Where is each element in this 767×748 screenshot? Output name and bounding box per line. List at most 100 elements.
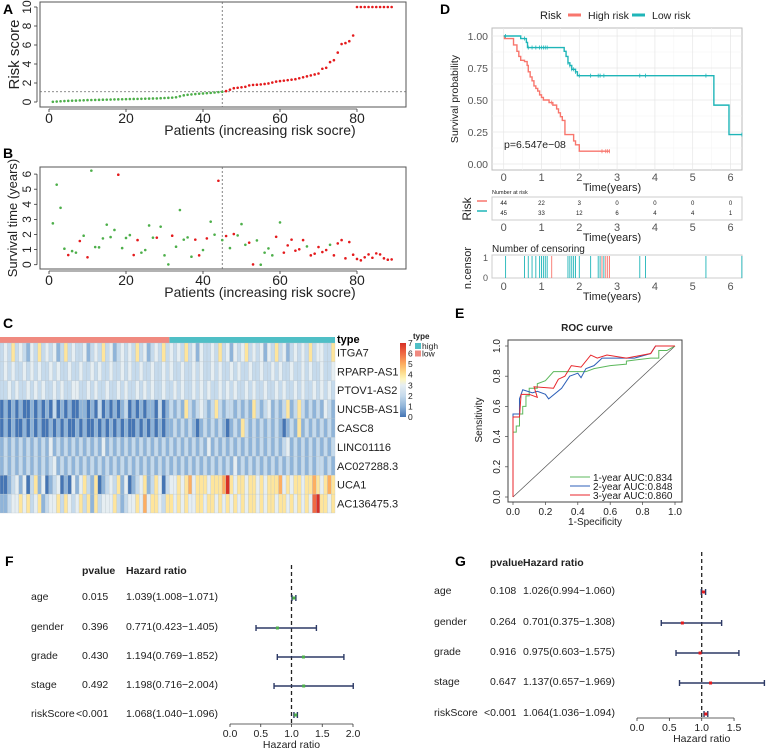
y-tick-label: 5: [20, 186, 34, 193]
point-patient-17: [113, 98, 116, 101]
heatmap-cell: [157, 399, 163, 419]
heatmap-cell: [90, 456, 95, 476]
heatmap-cell: [11, 456, 16, 476]
legend-swatch-high: [415, 343, 421, 349]
heatmap-cell: [101, 475, 106, 495]
heatmap-cell: [14, 493, 19, 514]
heatmap-cell: [282, 437, 287, 457]
heatmap-cell: [154, 475, 159, 495]
heatmap-cell: [203, 380, 208, 400]
heatmap-cell: [56, 493, 61, 514]
heatmap-cell: [203, 475, 208, 495]
heatmap-cell: [289, 361, 294, 381]
heatmap-cell: [41, 399, 46, 419]
point-patient-58: [271, 81, 274, 84]
heatmap-cell: [11, 361, 16, 381]
heatmap-cell: [101, 361, 106, 381]
heatmap-cell: [135, 437, 140, 457]
heatmap-cell: [48, 342, 53, 363]
point-patient-76: [340, 238, 343, 242]
point-patient-31: [167, 263, 170, 266]
heatmap-cell: [0, 342, 4, 363]
x-tick-label: 2: [576, 172, 582, 184]
heatmap-cell: [206, 456, 211, 476]
heatmap-cell: [37, 456, 42, 476]
heatmap-cell: [142, 380, 147, 400]
heatmap-cell: [240, 418, 245, 438]
heatmap-cell: [37, 493, 42, 514]
heatmap-cell: [244, 418, 249, 438]
hr-point: [301, 655, 305, 659]
heatmap-cell: [304, 493, 309, 514]
y-tick-label: 2: [20, 231, 34, 238]
heatmap-cell: [22, 418, 27, 438]
heatmap-cell: [297, 380, 302, 400]
heatmap-cell: [263, 475, 268, 495]
heatmap-cell: [71, 475, 76, 495]
heatmap-cell: [252, 437, 257, 457]
heatmap-cell: [105, 418, 110, 438]
heatmap-cell: [154, 437, 159, 457]
point-patient-41: [205, 91, 209, 95]
heatmap-cell: [131, 399, 136, 419]
row-hazard-ratio: 1.137(0.657−1.969): [523, 676, 615, 688]
heatmap-cell: [101, 342, 106, 363]
point-patient-33: [174, 245, 178, 249]
point-patient-59: [274, 80, 278, 83]
heatmap-cell: [300, 475, 306, 495]
heatmap-cell: [7, 361, 12, 381]
heatmap-cell: [218, 493, 223, 514]
heatmap-cell: [214, 475, 219, 495]
heatmap-cell: [101, 418, 106, 438]
heatmap-cell: [7, 437, 12, 457]
heatmap-cell: [225, 342, 230, 363]
x-axis-label: Hazard ratio: [263, 739, 320, 748]
point-patient-15: [105, 223, 109, 226]
y-tick-label: 1.00: [468, 31, 489, 43]
heatmap-cell: [71, 493, 76, 514]
point-patient-10: [86, 98, 89, 102]
heatmap-cell: [41, 418, 46, 438]
heatmap-cell: [41, 493, 46, 514]
heatmap-cell: [195, 380, 200, 400]
y-tick-label: 10: [20, 0, 34, 14]
point-patient-34: [178, 95, 182, 98]
heatmap-cell: [191, 475, 196, 495]
heatmap-cell: [285, 399, 290, 419]
heatmap-cell: [56, 380, 61, 400]
heatmap-cell: [188, 361, 193, 381]
heatmap-cell: [327, 399, 332, 419]
point-patient-81: [359, 259, 363, 262]
heatmap-cell: [308, 380, 313, 400]
heatmap-cell: [263, 456, 268, 476]
heatmap-cell: [327, 437, 332, 457]
colorbar-tick-label: 2: [408, 391, 413, 401]
heatmap-cell: [248, 437, 253, 457]
heatmap-cell: [282, 399, 287, 419]
heatmap-cell: [131, 361, 136, 381]
heatmap-cell: [18, 399, 23, 419]
heatmap-cell: [139, 493, 144, 514]
heatmap-cell: [45, 380, 50, 400]
point-patient-61: [282, 79, 286, 82]
point-patient-14: [101, 98, 105, 102]
legend-label: 3-year AUC:0.860: [593, 491, 673, 502]
heatmap-cell: [285, 361, 290, 381]
heatmap-cell: [56, 437, 61, 457]
heatmap-cell: [297, 493, 302, 514]
point-patient-73: [328, 60, 332, 64]
heatmap-cell: [180, 418, 185, 438]
heatmap-cell: [312, 418, 317, 438]
heatmap-cell: [214, 493, 219, 514]
heatmap-cell: [22, 361, 27, 381]
point-patient-53: [251, 83, 255, 87]
heatmap-cell: [7, 342, 12, 363]
heatmap-cell: [82, 493, 87, 514]
point-patient-1: [51, 100, 55, 104]
heatmap-cell: [236, 437, 242, 457]
heatmap-cell: [203, 418, 208, 438]
heatmap-cell: [78, 437, 83, 457]
panel-label-C: C: [3, 315, 13, 331]
heatmap-cell: [240, 361, 245, 381]
row-hazard-ratio: 1.068(1.040−1.096): [126, 708, 218, 720]
